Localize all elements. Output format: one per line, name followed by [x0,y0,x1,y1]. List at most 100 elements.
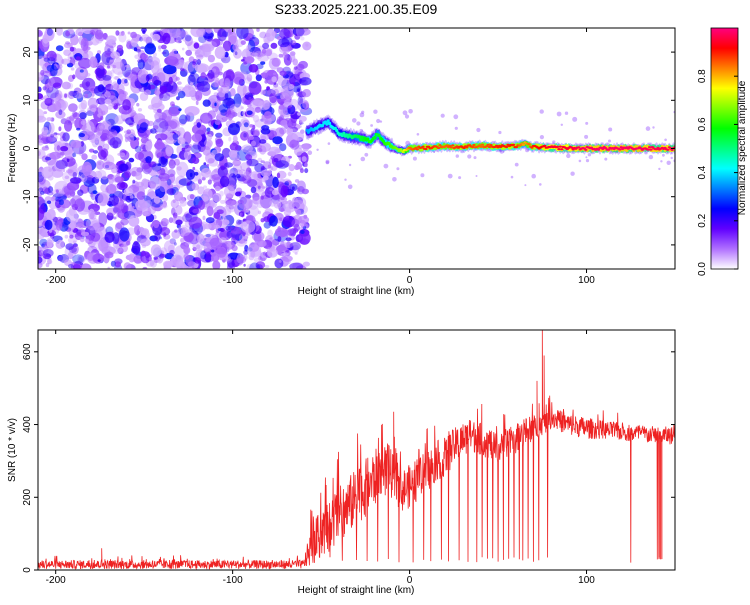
spectrogram-plot-area [38,28,675,269]
noise-cell [202,99,211,107]
noise-cell [187,74,196,86]
signal-cell [451,144,455,147]
signal-cell [577,146,581,149]
noise-cell [79,83,84,88]
noise-cell [278,53,283,58]
noise-cell [258,100,270,111]
noise-cell [241,144,254,153]
noise-cell [230,226,241,241]
noise-cell [248,135,254,140]
noise-cell [44,97,55,106]
noise-cell [168,217,174,224]
y-tick-label: -20 [22,237,33,252]
noise-cell [125,117,136,126]
noise-cell [248,64,259,73]
noise-cell [246,263,254,269]
noise-cell [302,144,310,152]
noise-cell [66,157,70,163]
noise-cell [233,227,242,235]
noise-cell [56,28,63,36]
noise-cell [99,62,105,70]
noise-cell [111,245,122,254]
noise-cell [267,164,272,169]
signal-cell [342,131,346,136]
noise-cell [289,242,301,251]
noise-cell [261,48,267,54]
noise-cell [287,44,292,51]
noise-cell [127,168,131,173]
noise-cell [200,112,213,124]
noise-cell [128,215,140,227]
noise-cell [250,186,257,194]
spectrogram-y-label: Frequency (Hz) [7,114,18,183]
noise-cell [196,81,211,92]
noise-cell [55,189,59,194]
noise-cell [115,30,120,36]
noise-cell [229,167,239,178]
noise-cell [43,57,50,63]
noise-cell [206,205,214,217]
noise-cell [379,120,383,123]
noise-cell [246,45,251,51]
noise-cell [240,220,256,234]
noise-cell [259,132,270,141]
noise-cell [114,57,123,69]
noise-cell [228,31,237,45]
noise-cell [138,226,144,233]
noise-cell [53,141,63,148]
noise-cell [297,144,303,150]
noise-cell [41,35,50,48]
noise-cell [51,169,64,178]
signal-cell [555,145,560,148]
noise-cell [217,87,223,93]
noise-cell [274,227,288,238]
noise-cell [300,36,305,41]
snr-panel: -200 -100 0 100 0 200 400 600 Height of straig… [7,329,676,596]
noise-cell [120,218,129,226]
signal-cell [437,146,441,150]
noise-cell [154,142,166,150]
noise-cell [161,51,167,55]
noise-cell [210,253,220,262]
noise-cell [242,208,249,213]
noise-cell [119,152,126,158]
noise-cell [150,259,157,268]
noise-cell [118,163,129,172]
noise-cell [133,224,141,236]
noise-cell [159,115,166,122]
noise-cell [244,92,254,100]
noise-cell [178,59,185,65]
signal-cell [449,146,453,149]
noise-cell [578,159,582,163]
noise-cell [200,72,207,79]
noise-cell [51,188,65,197]
noise-cell [270,42,278,49]
noise-cell [100,184,108,192]
signal-cell [647,146,652,149]
noise-cell [71,244,79,255]
noise-cell [289,52,296,63]
noise-cell [188,216,203,229]
noise-cell [316,148,319,151]
signal-cell [511,143,516,146]
noise-cell [249,262,261,269]
noise-cell [135,181,145,188]
noise-cell [64,93,68,98]
noise-cell [107,65,111,69]
signal-cell [401,151,405,154]
noise-cell [218,104,228,113]
noise-cell [298,231,311,245]
noise-cell [301,188,309,195]
noise-cell [41,146,50,151]
noise-cell [89,29,96,35]
noise-cell [348,163,352,167]
noise-cell [169,238,176,245]
y-tick-label: 10 [22,94,33,106]
noise-cell [120,30,125,36]
noise-cell [145,134,149,138]
noise-cell [244,56,255,64]
colorbar-tick-label: 0.6 [697,117,708,131]
noise-cell [203,185,207,189]
noise-cell [94,29,104,40]
noise-cell [167,51,181,67]
